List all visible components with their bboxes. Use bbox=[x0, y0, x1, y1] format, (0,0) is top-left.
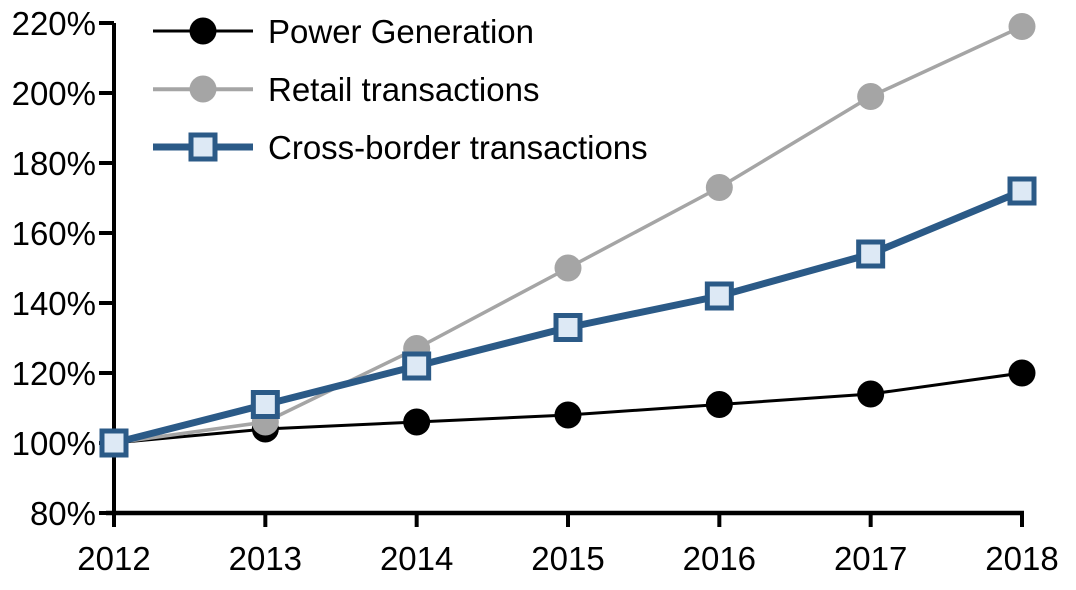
marker-cross-border-transactions-2017 bbox=[856, 239, 886, 269]
x-axis-tick-label: 2016 bbox=[683, 540, 756, 577]
circle-marker-icon bbox=[189, 75, 217, 103]
x-axis-tick-label: 2012 bbox=[77, 540, 150, 577]
y-axis-tick-label: 80% bbox=[30, 495, 96, 532]
legend-item-cross-border-transactions: Cross-border transactions bbox=[153, 118, 648, 176]
legend-label-cross-border-transactions: Cross-border transactions bbox=[268, 128, 648, 166]
marker-cross-border-transactions-2014 bbox=[402, 351, 432, 381]
marker-power-generation-2017 bbox=[857, 380, 885, 408]
legend-item-retail-transactions: Retail transactions bbox=[153, 60, 648, 118]
y-axis-tick-label: 120% bbox=[12, 355, 96, 392]
marker-cross-border-transactions-2015 bbox=[553, 313, 583, 342]
y-axis-tick-label: 160% bbox=[12, 215, 96, 252]
legend: Power Generation Retail transactions Cro… bbox=[153, 2, 648, 176]
marker-power-generation-2016 bbox=[705, 391, 733, 418]
y-axis-tick-label: 180% bbox=[12, 145, 96, 182]
marker-retail-transactions-2017 bbox=[857, 83, 885, 110]
marker-power-generation-2015 bbox=[554, 401, 582, 429]
x-axis-tick-label: 2015 bbox=[531, 540, 604, 577]
circle-marker-icon bbox=[189, 17, 217, 45]
legend-label-retail-transactions: Retail transactions bbox=[268, 70, 540, 108]
square-marker-icon bbox=[188, 132, 218, 162]
marker-retail-transactions-2018 bbox=[1008, 13, 1036, 40]
y-axis-tick-label: 220% bbox=[12, 5, 96, 42]
y-axis-tick-label: 140% bbox=[12, 285, 96, 322]
x-axis-tick-label: 2013 bbox=[229, 540, 302, 577]
legend-label-power-generation: Power Generation bbox=[268, 12, 534, 50]
marker-cross-border-transactions-2016 bbox=[704, 281, 734, 311]
x-axis-tick-label: 2014 bbox=[380, 540, 453, 577]
x-axis-tick-label: 2017 bbox=[834, 540, 907, 577]
legend-marker-power-generation bbox=[153, 15, 253, 47]
y-axis-tick-label: 100% bbox=[12, 425, 96, 462]
marker-power-generation-2014 bbox=[403, 408, 431, 436]
y-axis-tick-label: 200% bbox=[12, 75, 96, 112]
marker-cross-border-transactions-2013 bbox=[250, 390, 280, 419]
marker-retail-transactions-2016 bbox=[705, 174, 733, 201]
marker-power-generation-2018 bbox=[1008, 359, 1036, 387]
x-axis-tick-label: 2018 bbox=[985, 540, 1058, 577]
legend-marker-cross-border-transactions bbox=[153, 131, 253, 163]
marker-retail-transactions-2015 bbox=[554, 254, 582, 282]
legend-marker-retail-transactions bbox=[153, 73, 253, 105]
marker-cross-border-transactions-2018 bbox=[1007, 176, 1037, 206]
legend-item-power-generation: Power Generation bbox=[153, 2, 648, 60]
marker-cross-border-transactions-2012 bbox=[99, 428, 129, 458]
